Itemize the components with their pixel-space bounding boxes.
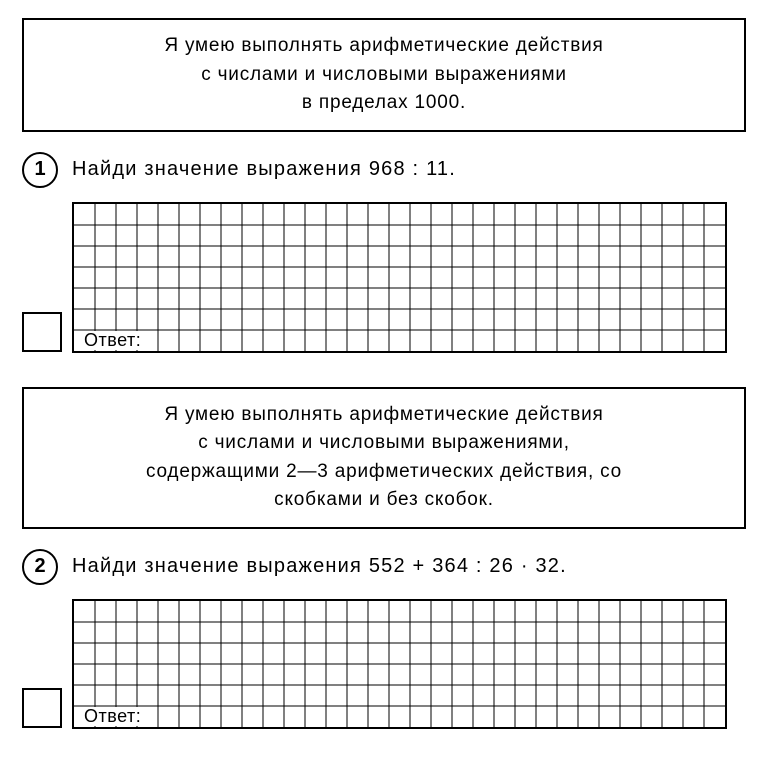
task-text: Найди значение выражения 968 : 11. [72,158,456,181]
answer-grid[interactable] [74,601,725,727]
skill-line: скобками и без скобок. [44,486,724,515]
task-number: 2 [34,555,45,578]
answer-label: Ответ: [82,707,143,726]
skill-line: Я умею выполнять арифметические действия [44,32,724,61]
task-number-badge: 1 [22,152,58,188]
skill-line: в пределах 1000. [44,89,724,118]
work-row: Ответ: [22,599,746,729]
skill-line: Я умею выполнять арифметические действия [44,401,724,430]
task-number-badge: 2 [22,549,58,585]
skill-box: Я умею выполнять арифметические действия… [22,18,746,132]
answer-grid[interactable] [74,204,725,351]
task-row: 1 Найди значение выражения 968 : 11. [22,152,746,188]
check-box[interactable] [22,312,62,352]
skill-line: с числами и числовыми выражениями, [44,429,724,458]
answer-label: Ответ: [82,331,143,350]
skill-line: с числами и числовыми выражениями [44,61,724,90]
skill-box: Я умею выполнять арифметические действия… [22,387,746,529]
skill-line: содержащими 2—3 арифметических действия,… [44,458,724,487]
task-row: 2 Найди значение выражения 552 + 364 : 2… [22,549,746,585]
answer-grid-wrap: Ответ: [72,202,727,353]
task-text: Найди значение выражения 552 + 364 : 26 … [72,555,567,578]
work-row: Ответ: [22,202,746,353]
task-number: 1 [34,158,45,181]
check-box[interactable] [22,688,62,728]
answer-grid-wrap: Ответ: [72,599,727,729]
